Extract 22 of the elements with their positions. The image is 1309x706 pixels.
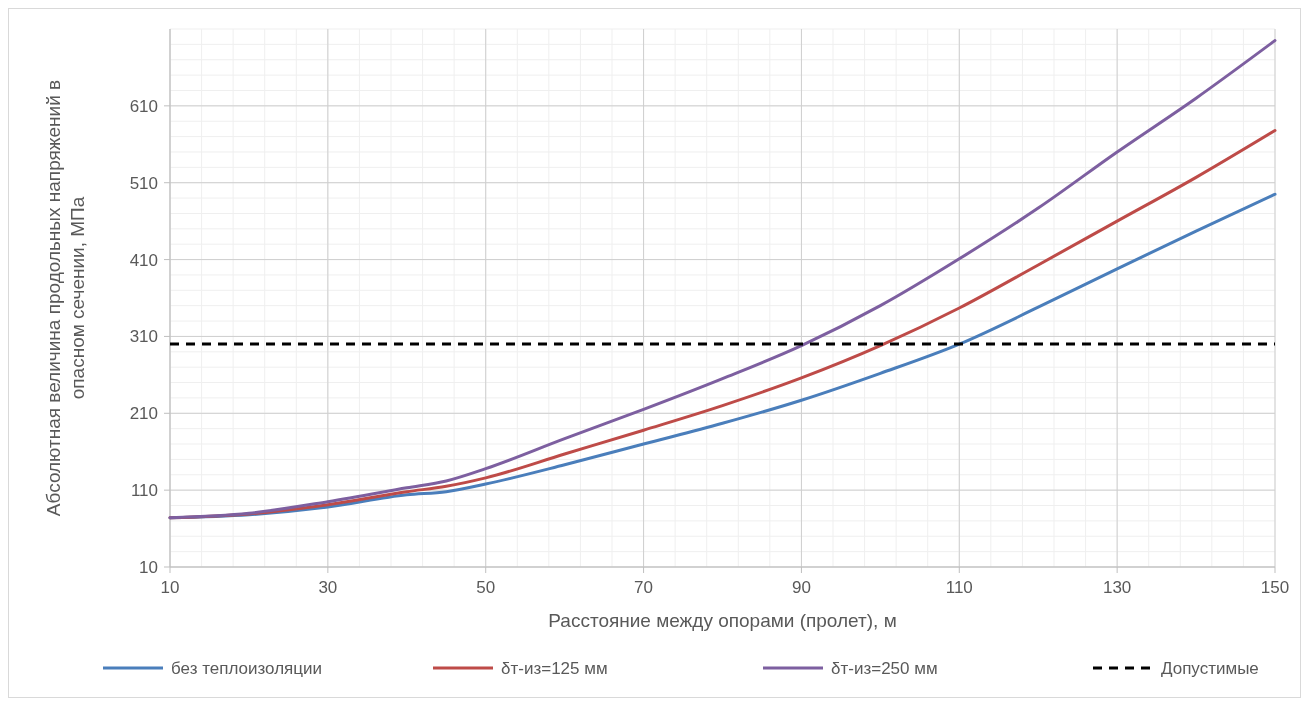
x-tick-label: 50 xyxy=(476,578,496,597)
y-tick-label: 110 xyxy=(130,481,158,501)
x-tick-label: 90 xyxy=(791,578,811,597)
legend-label: δт-из=125 мм xyxy=(501,658,608,678)
y-tick-label: 10 xyxy=(139,557,158,577)
x-tick-label: 150 xyxy=(1260,578,1290,597)
x-tick-label: 130 xyxy=(1102,578,1132,597)
x-tick-label: 110 xyxy=(945,578,973,597)
legend-label: δт-из=250 мм xyxy=(831,658,938,678)
y-tick-label: 510 xyxy=(129,173,158,193)
y-tick-label: 610 xyxy=(129,96,158,116)
x-tick-label: 30 xyxy=(318,578,338,597)
legend-label: Допустимые xyxy=(1161,658,1259,678)
y-tick-label: 310 xyxy=(129,327,158,347)
line-series xyxy=(168,39,1277,520)
y-axis-title: Абсолютная величина продольных напряжений в опасном сечении, МПа xyxy=(43,79,88,517)
x-axis-title: Расстояние между опорами (пролет), м xyxy=(548,610,897,631)
x-tick-label: 10 xyxy=(160,578,180,597)
y-tick-label: 210 xyxy=(129,404,158,424)
y-tick-label: 410 xyxy=(129,250,158,270)
legend-label: без теплоизоляции xyxy=(171,658,322,678)
x-tick-label: 70 xyxy=(634,578,654,597)
